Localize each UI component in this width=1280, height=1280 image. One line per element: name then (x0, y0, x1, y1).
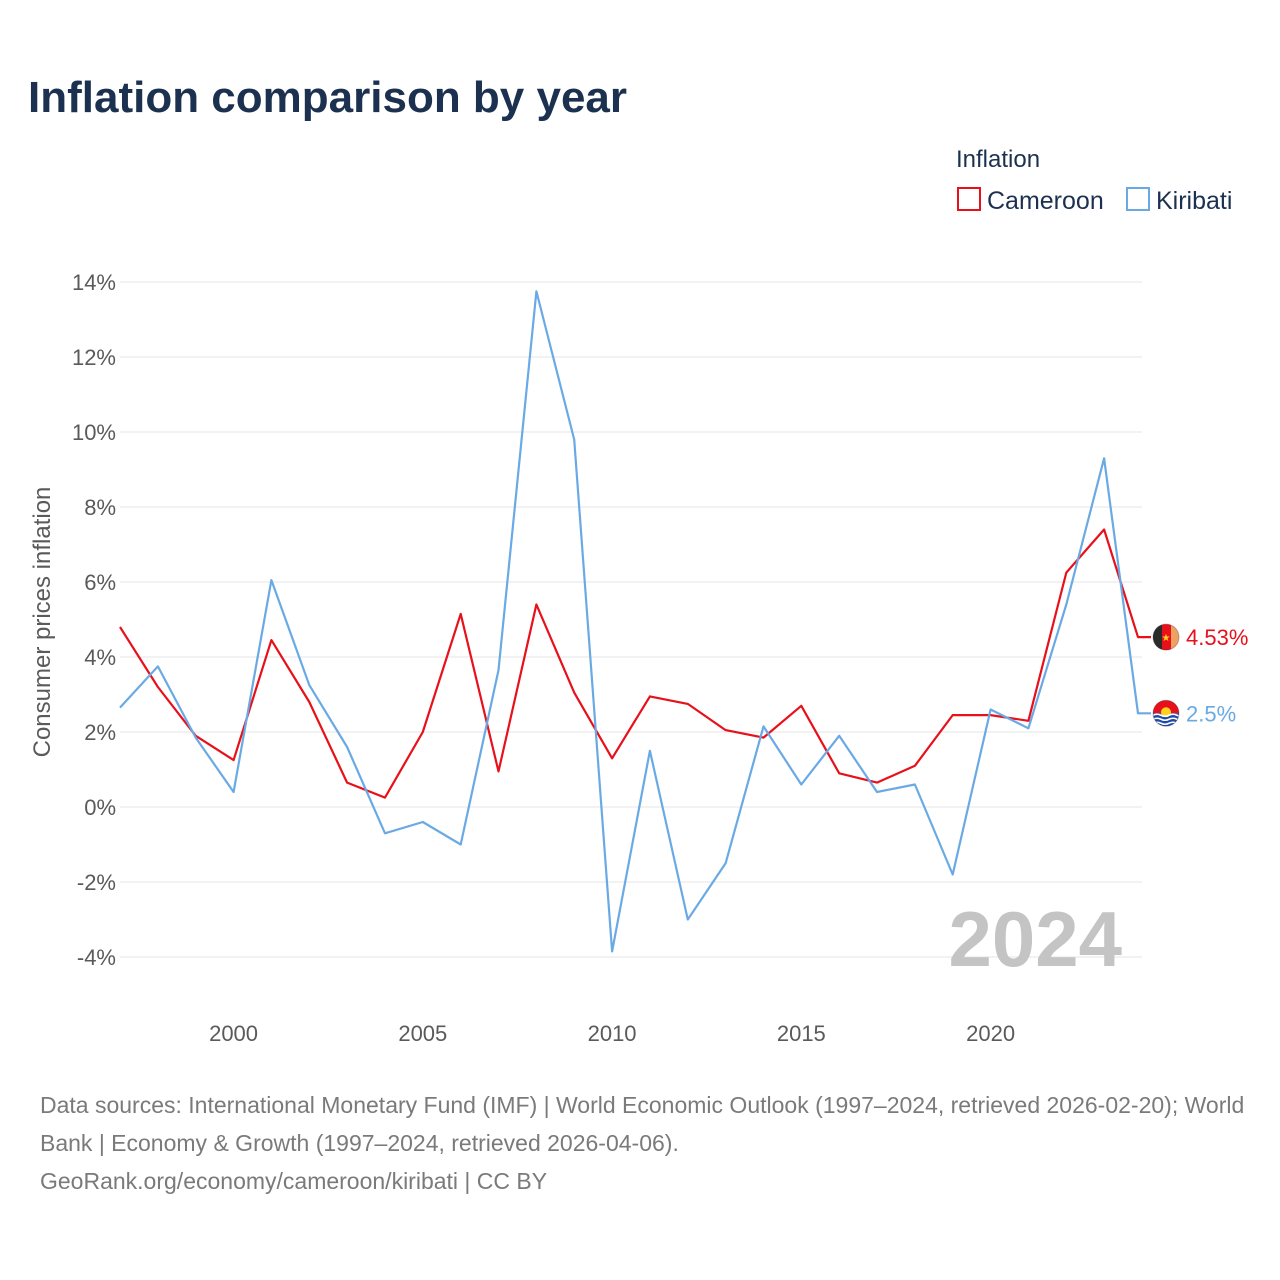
grid (120, 281, 1142, 958)
y-tick-label: 8% (84, 495, 116, 520)
legend-label-cameroon: Cameroon (987, 187, 1104, 215)
y-tick-label: 4% (84, 645, 116, 670)
series-line-kiribati[interactable] (119, 290, 1151, 953)
legend: Inflation Cameroon Kiribati (956, 146, 1232, 215)
y-tick-label: 12% (72, 345, 116, 370)
legend-item-kiribati[interactable]: Kiribati (1126, 187, 1232, 215)
legend-title: Inflation (956, 146, 1040, 173)
x-tick-label: 2010 (588, 1021, 637, 1046)
y-tick-label: 2% (84, 720, 116, 745)
y-tick-label: 6% (84, 570, 116, 595)
chart-title: Inflation comparison by year (28, 73, 627, 122)
end-value-label-cameroon: 4.53% (1186, 625, 1248, 650)
x-axis-ticks: 2000 2005 2010 2015 2020 (209, 1021, 1015, 1046)
legend-swatch-kiribati (1126, 187, 1150, 211)
y-tick-label: -2% (77, 870, 116, 895)
footer: Data sources: International Monetary Fun… (40, 1086, 1250, 1200)
x-tick-label: 2015 (777, 1021, 826, 1046)
end-value-label-kiribati: 2.5% (1186, 701, 1236, 726)
legend-swatch-cameroon (957, 187, 981, 211)
y-tick-label: -4% (77, 945, 116, 970)
series-line-cameroon[interactable] (119, 528, 1151, 799)
series-end-labels: ★ 4.53% 2.5% (1152, 623, 1248, 727)
inflation-chart: Inflation comparison by year Inflation C… (28, 73, 1248, 1046)
x-tick-label: 2005 (398, 1021, 447, 1046)
y-axis-label: Consumer prices inflation (29, 487, 56, 758)
y-tick-label: 10% (72, 420, 116, 445)
cameroon-flag-icon: ★ (1152, 623, 1180, 651)
legend-label-kiribati: Kiribati (1156, 187, 1232, 215)
y-tick-label: 14% (72, 270, 116, 295)
data-sources: Data sources: International Monetary Fun… (40, 1092, 1245, 1156)
legend-item-cameroon[interactable]: Cameroon (957, 187, 1104, 215)
credit-link[interactable]: GeoRank.org/economy/cameroon/kiribati | … (40, 1168, 548, 1194)
y-axis-ticks: -4% -2% 0% 2% 4% 6% 8% 10% 12% 14% (72, 270, 116, 970)
svg-text:★: ★ (1162, 633, 1171, 644)
x-tick-label: 2020 (966, 1021, 1015, 1046)
x-tick-label: 2000 (209, 1021, 258, 1046)
series-lines (119, 290, 1151, 953)
year-watermark: 2024 (948, 895, 1122, 983)
kiribati-flag-icon (1152, 699, 1180, 727)
y-tick-label: 0% (84, 795, 116, 820)
